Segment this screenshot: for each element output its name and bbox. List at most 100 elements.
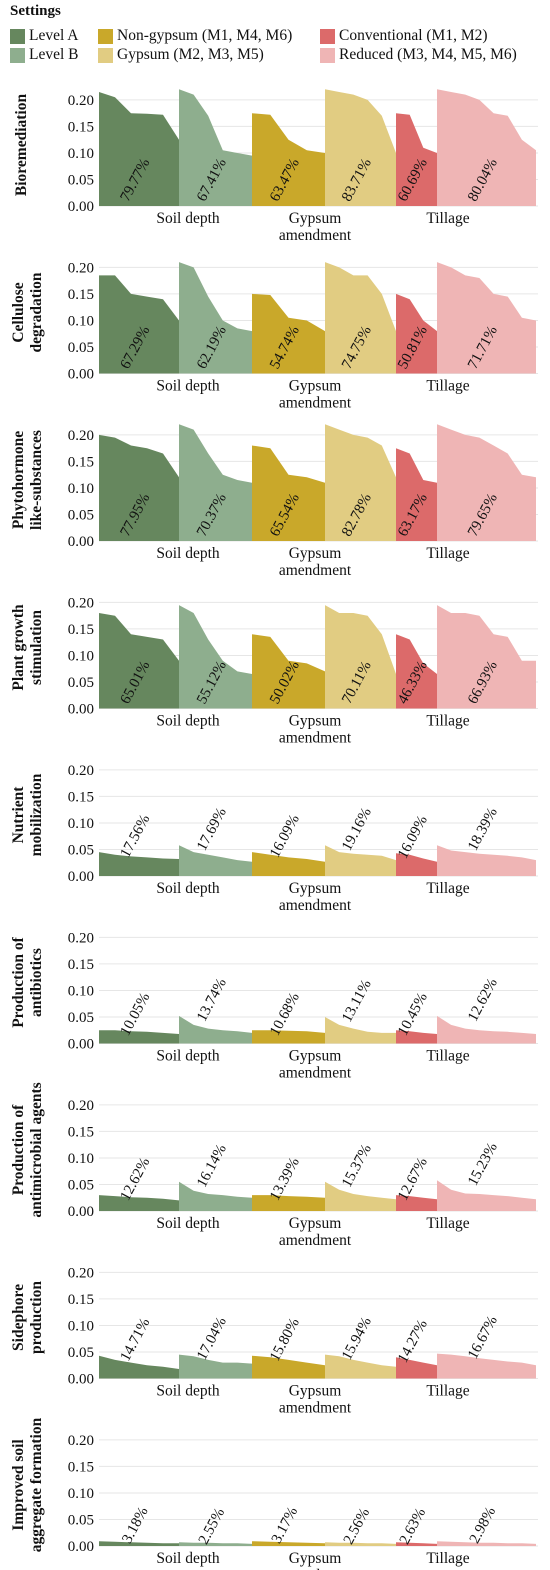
y-tick-label: 0.10 — [68, 816, 94, 832]
area-series-5 — [437, 1541, 536, 1546]
group-label-line: amendment — [279, 227, 352, 244]
group-label: Tillage — [426, 210, 469, 227]
legend-swatch — [320, 28, 335, 44]
area-series-1 — [179, 424, 252, 541]
group-label-line: Gypsum — [289, 1048, 342, 1065]
area-series-5 — [437, 1015, 536, 1044]
legend-item-non-gypsum: Non-gypsum (M1, M4, M6) — [98, 26, 292, 46]
y-axis-label-line: mobilization — [28, 773, 45, 856]
group-label-line: amendment — [279, 1065, 352, 1082]
group-label-line: Soil depth — [156, 1048, 220, 1065]
area-series-3 — [325, 605, 396, 709]
y-axis-label-line: aggregate formation — [28, 1417, 45, 1552]
y-tick-label: 0.20 — [68, 260, 94, 276]
area-series-0 — [99, 92, 179, 206]
y-tick-label: 0.05 — [68, 1512, 94, 1528]
area-series-5 — [437, 262, 536, 374]
y-tick-label: 0.20 — [68, 428, 94, 444]
legend-swatch — [320, 47, 335, 63]
group-label: Tillage — [426, 378, 469, 395]
legend-swatch — [98, 47, 113, 63]
area-series-0 — [99, 852, 179, 876]
group-label: Tillage — [426, 713, 469, 730]
area-series-4 — [396, 853, 437, 876]
y-tick-label: 0.05 — [68, 340, 94, 356]
percent-label: 14.71% — [118, 1316, 154, 1364]
percent-label: 17.69% — [194, 805, 230, 853]
group-label-line: Soil depth — [156, 1550, 220, 1567]
y-tick-label: 0.20 — [68, 1433, 94, 1449]
area-series-5 — [437, 1353, 536, 1379]
y-axis-label-line: Plant growth — [10, 604, 27, 691]
group-label: Soil depth — [156, 210, 220, 227]
area-series-1 — [179, 1354, 252, 1379]
group-label-line: amendment — [279, 562, 352, 579]
group-label-line: amendment — [279, 897, 352, 914]
y-axis-label-line: stimulation — [28, 610, 45, 685]
area-series-1 — [179, 262, 252, 374]
group-label-line: amendment — [279, 1567, 352, 1570]
percent-label: 15.80% — [267, 1316, 303, 1364]
percent-label: 14.27% — [395, 1317, 431, 1365]
y-axis-label-line: Improved soil — [10, 1439, 27, 1531]
y-tick-label: 0.00 — [68, 199, 94, 215]
percent-label: 13.39% — [267, 1155, 303, 1203]
y-tick-label: 0.15 — [68, 1459, 94, 1475]
percent-label: 16.14% — [194, 1142, 230, 1190]
y-axis-label-line: degradation — [28, 272, 45, 352]
y-axis-label-line: antimicrobial agents — [28, 1082, 45, 1217]
group-label-line: Gypsum — [289, 713, 342, 730]
group-label-line: Tillage — [426, 378, 469, 395]
y-tick-label: 0.00 — [68, 1372, 94, 1388]
legend-item-conventional: Conventional (M1, M2) — [320, 26, 488, 46]
group-label-line: Soil depth — [156, 1215, 220, 1232]
y-axis-label-line: production — [28, 1281, 45, 1354]
area-series-3 — [325, 89, 396, 206]
percent-label: 3.17% — [269, 1504, 301, 1546]
y-axis-label: Phytohormonelike-substances — [10, 430, 45, 530]
area-series-2 — [252, 634, 325, 709]
group-label-line: Soil depth — [156, 1383, 220, 1400]
area-series-1 — [179, 605, 252, 709]
y-tick-label: 0.10 — [68, 1486, 94, 1502]
area-series-4 — [396, 293, 437, 374]
percent-label: 3.18% — [119, 1504, 151, 1546]
percent-label: 12.62% — [118, 1155, 154, 1203]
y-tick-label: 0.20 — [68, 595, 94, 611]
area-series-3 — [325, 1181, 396, 1211]
group-label-line: Gypsum — [289, 1550, 342, 1567]
percent-label: 15.23% — [465, 1140, 501, 1188]
y-tick-label: 0.05 — [68, 675, 94, 691]
group-label: Tillage — [426, 1048, 469, 1065]
area-series-0 — [99, 613, 179, 709]
percent-label: 10.05% — [118, 990, 154, 1038]
area-series-3 — [325, 1017, 396, 1044]
y-tick-label: 0.05 — [68, 507, 94, 523]
legend-swatch — [10, 47, 25, 63]
y-tick-label: 0.15 — [68, 622, 94, 638]
legend-swatch — [10, 28, 25, 44]
area-series-3 — [325, 1542, 396, 1546]
legend-label: Level B — [29, 46, 79, 63]
y-axis-label: Cellulosedegradation — [10, 272, 45, 352]
group-label: Soil depth — [156, 1215, 220, 1232]
y-axis-label-line: Sidephore — [10, 1284, 27, 1351]
y-tick-label: 0.05 — [68, 1177, 94, 1193]
y-tick-label: 0.00 — [68, 702, 94, 718]
y-tick-label: 0.10 — [68, 313, 94, 329]
legend-item-level-b: Level B — [10, 45, 79, 65]
area-series-4 — [396, 113, 437, 206]
group-label-line: Gypsum — [289, 378, 342, 395]
legend-label: Conventional (M1, M2) — [339, 27, 488, 44]
area-series-0 — [99, 434, 179, 541]
y-tick-label: 0.15 — [68, 1124, 94, 1140]
area-series-2 — [252, 445, 325, 541]
group-label: Tillage — [426, 1383, 469, 1400]
panel-2: 0.00 0.05 0.10 0.15 0.20 Phytohormonelike-sub… — [10, 424, 538, 579]
y-tick-label: 0.00 — [68, 1204, 94, 1220]
